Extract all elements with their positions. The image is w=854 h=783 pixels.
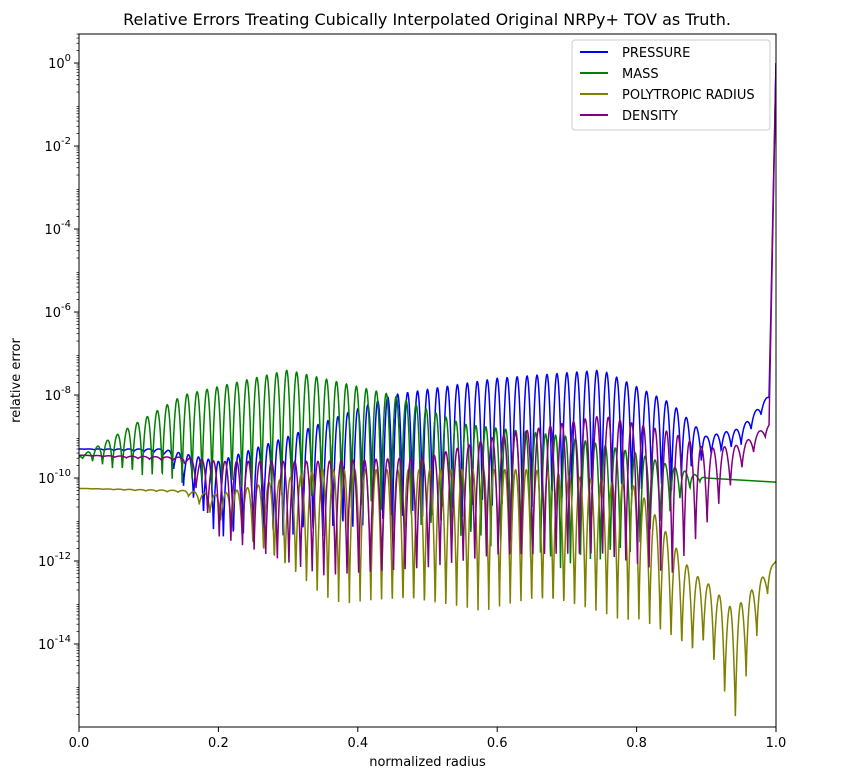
legend-label: MASS (622, 67, 659, 82)
x-tick-label: 0.2 (208, 736, 229, 751)
y-tick-label: 10-14 (38, 634, 71, 653)
chart-title: Relative Errors Treating Cubically Inter… (123, 10, 731, 29)
plot-area (79, 63, 776, 717)
x-tick-label: 0.8 (626, 736, 647, 751)
x-axis-label: normalized radius (369, 755, 486, 770)
y-tick-label: 10-6 (44, 302, 71, 321)
legend: PRESSURE MASS POLYTROPIC RADIUS DENSITY (571, 39, 771, 131)
x-tick-label: 0.4 (347, 736, 368, 751)
y-tick-label: 10-2 (44, 136, 71, 155)
legend-box (571, 39, 771, 131)
y-tick-label: 10-4 (44, 219, 71, 238)
x-tick-label: 1.0 (766, 736, 787, 751)
legend-label: POLYTROPIC RADIUS (622, 88, 755, 103)
series-line-polytropic-radius (79, 468, 776, 717)
y-tick-label: 10-10 (38, 468, 71, 487)
x-tick-label: 0.6 (487, 736, 508, 751)
series-line-density (79, 63, 776, 576)
plot-frame (78, 33, 777, 728)
x-tick-label: 0.0 (69, 736, 90, 751)
legend-label: DENSITY (622, 109, 678, 124)
legend-label: PRESSURE (622, 46, 690, 61)
y-axis-label: relative error (9, 338, 24, 423)
y-tick-label: 10-12 (38, 551, 71, 570)
y-tick-label: 100 (48, 53, 71, 72)
y-tick-label: 10-8 (44, 385, 71, 404)
series-line-pressure (79, 63, 776, 541)
axes: 0.0 0.2 0.4 0.6 0.8 1.0 100 10-2 10-4 10-6 10-8 10-… (38, 33, 787, 751)
